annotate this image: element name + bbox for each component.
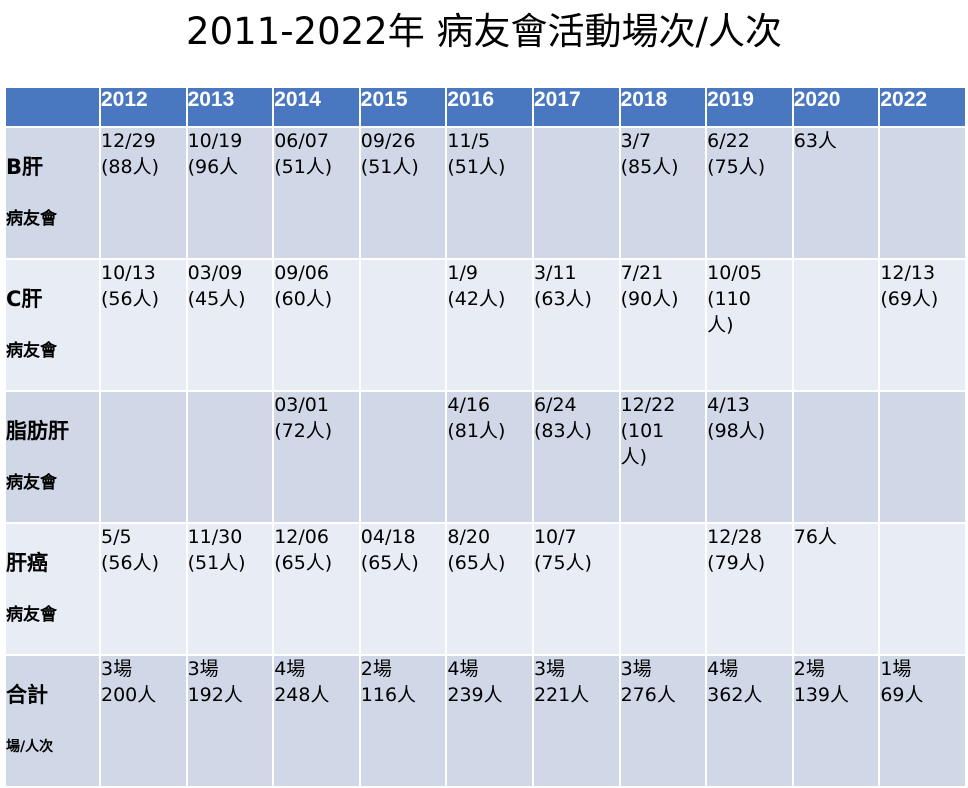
header-year: 2017 [531, 86, 621, 128]
table-cell: 6/24 (83人) [531, 390, 621, 524]
table-cell [878, 390, 967, 524]
row-header: B肝 病友會 [4, 126, 101, 260]
table-cell: 1/9 (42人) [445, 258, 534, 392]
table-cell [791, 258, 881, 392]
table-cell: 11/30 (51人) [185, 522, 275, 656]
header-year: 2016 [445, 86, 534, 128]
table-cell [99, 390, 188, 524]
header-year: 2022 [878, 86, 967, 128]
table-cell [618, 522, 708, 656]
table-cell [531, 126, 621, 260]
table-cell: 4場 239人 [445, 654, 534, 788]
table-cell: 8/20 (65人) [445, 522, 534, 656]
table-cell: 6/22 (75人) [705, 126, 794, 260]
table-cell: 12/06 (65人) [272, 522, 361, 656]
table-cell: 10/13 (56人) [99, 258, 188, 392]
table-cell: 10/7 (75人) [531, 522, 621, 656]
table-row-liver-cancer: 肝癌 病友會 5/5 (56人) 11/30 (51人) 12/06 (65人)… [4, 522, 967, 656]
table-cell [358, 258, 448, 392]
table-cell [358, 390, 448, 524]
header-corner [4, 86, 101, 128]
table-cell: 12/28 (79人) [705, 522, 794, 656]
table-row-b-liver: B肝 病友會 12/29 (88人) 10/19 (96人 06/07 (51人… [4, 126, 967, 260]
header-year: 2014 [272, 86, 361, 128]
table-cell: 09/06 (60人) [272, 258, 361, 392]
table-cell: 06/07 (51人) [272, 126, 361, 260]
row-label: 脂肪肝 [6, 419, 69, 443]
table-cell: 3場 276人 [618, 654, 708, 788]
table-cell: 3/7 (85人) [618, 126, 708, 260]
activity-table: 2012 2013 2014 2015 2016 2017 2018 2019 … [4, 86, 967, 788]
header-year: 2020 [791, 86, 881, 128]
table-row-c-liver: C肝 病友會 10/13 (56人) 03/09 (45人) 09/06 (60… [4, 258, 967, 392]
header-year: 2012 [99, 86, 188, 128]
table-cell: 12/22 (101 人) [618, 390, 708, 524]
table-cell: 12/29 (88人) [99, 126, 188, 260]
row-label: C肝 [6, 287, 43, 311]
table-cell: 7/21 (90人) [618, 258, 708, 392]
table-cell: 4/13 (98人) [705, 390, 794, 524]
header-row: 2012 2013 2014 2015 2016 2017 2018 2019 … [4, 86, 967, 128]
table-cell: 10/19 (96人 [185, 126, 275, 260]
row-header: 合計 場/人次 [4, 654, 101, 788]
row-sublabel: 病友會 [6, 341, 57, 361]
table-cell: 03/09 (45人) [185, 258, 275, 392]
row-sublabel: 病友會 [6, 605, 57, 625]
table-cell: 63人 [791, 126, 881, 260]
row-sublabel: 場/人次 [6, 739, 54, 755]
table-cell [791, 390, 881, 524]
table-cell: 09/26 (51人) [358, 126, 448, 260]
table-row-total: 合計 場/人次 3場 200人 3場 192人 4場 248人 2場 116人 … [4, 654, 967, 788]
row-sublabel: 病友會 [6, 209, 57, 229]
header-year: 2015 [358, 86, 448, 128]
table-cell [185, 390, 275, 524]
table-cell: 2場 116人 [358, 654, 448, 788]
table-cell: 76人 [791, 522, 881, 656]
table-cell: 12/13 (69人) [878, 258, 967, 392]
table-cell: 03/01 (72人) [272, 390, 361, 524]
header-year: 2018 [618, 86, 708, 128]
row-label: 肝癌 [6, 551, 48, 575]
table-cell: 2場 139人 [791, 654, 881, 788]
table-cell [878, 522, 967, 656]
row-sublabel: 病友會 [6, 473, 57, 493]
table-cell: 3場 221人 [531, 654, 621, 788]
header-year: 2013 [185, 86, 275, 128]
table-cell: 4/16 (81人) [445, 390, 534, 524]
table-cell [878, 126, 967, 260]
row-header: 肝癌 病友會 [4, 522, 101, 656]
row-header: C肝 病友會 [4, 258, 101, 392]
table-cell: 11/5 (51人) [445, 126, 534, 260]
page-title: 2011-2022年 病友會活動場次/人次 [186, 10, 782, 53]
table-cell: 3場 192人 [185, 654, 275, 788]
header-year: 2019 [705, 86, 794, 128]
table-cell: 4場 362人 [705, 654, 794, 788]
table-cell: 1場 69人 [878, 654, 967, 788]
table-cell: 5/5 (56人) [99, 522, 188, 656]
table-cell: 10/05 (110 人) [705, 258, 794, 392]
table-row-fatty-liver: 脂肪肝 病友會 03/01 (72人) 4/16 (81人) 6/24 (83人… [4, 390, 967, 524]
table-cell: 04/18 (65人) [358, 522, 448, 656]
table-cell: 3場 200人 [99, 654, 188, 788]
row-label: B肝 [6, 155, 44, 179]
row-header: 脂肪肝 病友會 [4, 390, 101, 524]
table-cell: 4場 248人 [272, 654, 361, 788]
table-cell: 3/11 (63人) [531, 258, 621, 392]
row-label: 合計 [6, 683, 48, 707]
